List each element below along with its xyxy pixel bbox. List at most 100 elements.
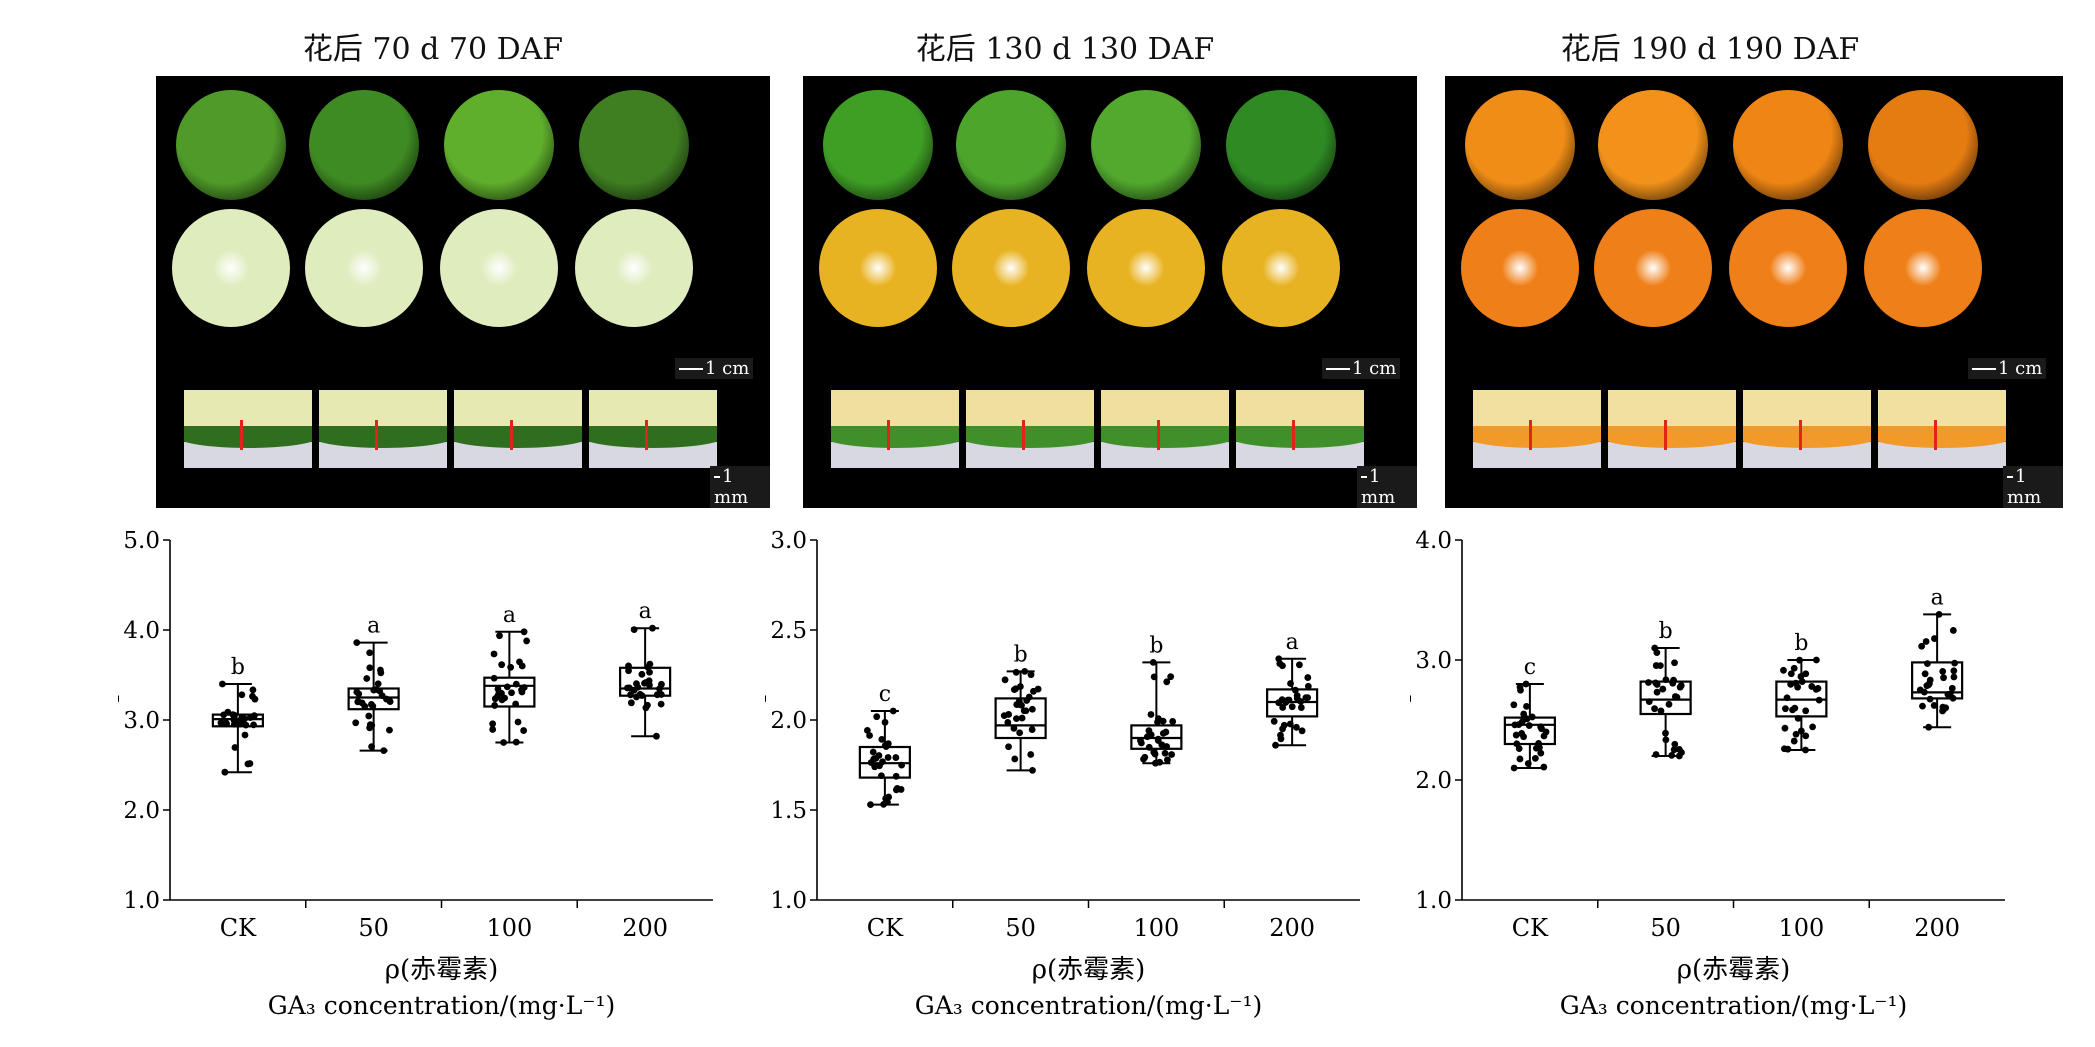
data-point [863,726,871,734]
data-point [1297,704,1305,711]
data-point [1000,712,1008,720]
scale-bar-mm: 1 mm [1357,466,1417,508]
data-point [496,632,503,640]
significance-letter: b [1014,642,1028,667]
data-point [1792,730,1800,738]
data-point [1659,685,1667,693]
data-point [1789,706,1796,714]
data-point [649,624,656,632]
data-point [1542,728,1550,736]
y-axis-label-en: Thickness of peel/mm [765,597,767,862]
data-point [1512,731,1520,739]
data-point [503,683,511,691]
data-point [627,691,634,699]
data-point [1275,699,1283,707]
y-tick-label: 4.0 [123,618,160,644]
y-tick-label: 2.0 [1415,768,1452,794]
peel-closeup [1878,390,2006,468]
data-point [625,662,632,670]
data-point [221,768,229,776]
data-point [1272,741,1279,749]
fruit-cross-section [952,209,1070,327]
data-point [1016,729,1024,737]
fruit-photo: 1 cm 1 mm [156,76,770,508]
data-point [219,680,226,688]
data-point [630,626,638,634]
box-CK: c [1503,655,1556,772]
data-point [1797,727,1805,735]
data-point [1950,667,1958,675]
data-point [1537,749,1545,757]
data-point [491,695,499,703]
data-point [1021,668,1029,675]
data-point [1511,721,1519,729]
data-point [653,732,660,740]
data-point [1802,746,1809,754]
data-point [231,711,238,719]
box-50: b [994,642,1047,774]
x-tick-label: 200 [1914,914,1960,942]
data-point [1304,682,1312,690]
data-point [500,739,507,746]
data-point [1670,676,1677,684]
significance-letter: c [1524,655,1536,680]
y-tick-label: 2.0 [770,708,807,734]
significance-letter: b [1659,619,1673,644]
peel-closeup [1101,390,1229,468]
data-point [1149,659,1157,666]
data-point [1169,718,1177,725]
data-point [1920,688,1928,696]
data-point [882,743,890,751]
data-point [1163,743,1171,750]
scale-bar-mm: 1 mm [710,466,770,508]
data-point [1802,707,1810,715]
data-point [1523,702,1530,710]
whole-fruit [1868,90,1978,200]
data-point [657,691,665,698]
data-point [1279,704,1287,711]
data-point [520,628,528,636]
panel-70daf: 花后 70 d 70 DAF 1 cm 1 mm 1.0 2.0 3.0 4.0 5.0 C… [118,0,798,1047]
data-point [361,702,369,710]
data-point [1518,730,1526,737]
significance-letter: a [1286,630,1299,655]
data-point [1163,678,1171,686]
data-point [512,700,520,708]
data-point [625,684,633,692]
data-point [1944,690,1952,698]
x-tick-label: CK [220,914,257,942]
data-point [1518,718,1526,726]
whole-fruit [1733,90,1843,200]
significance-letter: b [231,655,245,680]
data-point [1653,688,1661,696]
data-point [1018,714,1026,722]
box-100: a [483,603,536,746]
data-point [520,684,528,691]
data-point [241,715,249,723]
data-point [1645,698,1653,706]
box-CK: b [211,655,264,776]
data-point [1028,705,1036,713]
data-point [897,786,905,793]
data-point [523,637,531,645]
scale-bar-cm: 1 cm [1322,358,1401,379]
data-point [516,658,523,666]
data-point [246,714,254,722]
data-point [512,738,520,746]
data-point [1802,732,1810,740]
y-tick-label: 5.0 [123,528,160,554]
data-point [490,674,498,682]
peel-closeup [1608,390,1736,468]
whole-fruit [823,90,933,200]
peel-thickness-boxplot: 1.01.52.02.53.0CK50100200cbba果皮厚度Thickne… [765,528,1360,1020]
data-point [1787,670,1795,678]
whole-fruit [1598,90,1708,200]
data-point [1034,685,1042,693]
x-tick-label: 50 [358,914,389,942]
data-point [1673,693,1681,701]
data-point [1939,703,1947,711]
significance-letter: b [1794,631,1808,656]
data-point [1537,723,1545,731]
data-point [1815,696,1823,704]
whole-fruit [309,90,419,200]
